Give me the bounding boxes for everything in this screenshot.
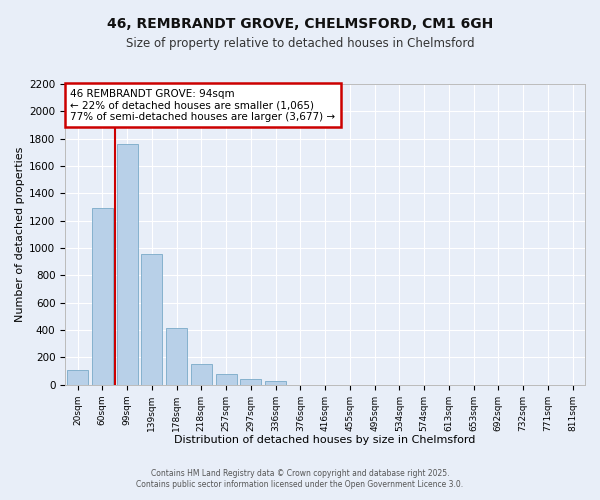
Bar <box>240 378 262 384</box>
Text: 46, REMBRANDT GROVE, CHELMSFORD, CM1 6GH: 46, REMBRANDT GROVE, CHELMSFORD, CM1 6GH <box>107 18 493 32</box>
Y-axis label: Number of detached properties: Number of detached properties <box>15 146 25 322</box>
X-axis label: Distribution of detached houses by size in Chelmsford: Distribution of detached houses by size … <box>175 435 476 445</box>
Bar <box>141 254 163 384</box>
Bar <box>166 328 187 384</box>
Text: Size of property relative to detached houses in Chelmsford: Size of property relative to detached ho… <box>125 38 475 51</box>
Bar <box>265 382 286 384</box>
Bar <box>191 364 212 384</box>
Bar <box>92 208 113 384</box>
Bar <box>116 144 137 384</box>
Text: Contains HM Land Registry data © Crown copyright and database right 2025.: Contains HM Land Registry data © Crown c… <box>151 468 449 477</box>
Text: Contains public sector information licensed under the Open Government Licence 3.: Contains public sector information licen… <box>136 480 464 489</box>
Text: 46 REMBRANDT GROVE: 94sqm
← 22% of detached houses are smaller (1,065)
77% of se: 46 REMBRANDT GROVE: 94sqm ← 22% of detac… <box>70 88 335 122</box>
Bar <box>67 370 88 384</box>
Bar <box>215 374 236 384</box>
